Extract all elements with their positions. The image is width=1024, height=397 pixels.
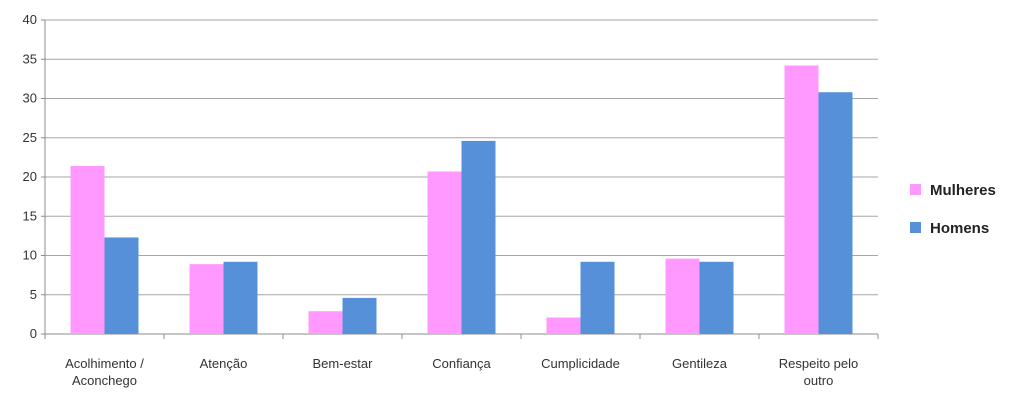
legend-label-homens: Homens: [930, 220, 989, 237]
legend-swatch-homens: [910, 222, 921, 233]
x-tick-label-5: Gentileza: [672, 356, 728, 371]
x-tick-label-line: Aconchego: [72, 373, 137, 388]
bars: [70, 65, 853, 334]
bar-homens-4: [580, 261, 615, 334]
x-tick-label-2: Bem-estar: [313, 356, 374, 371]
bar-homens-2: [342, 297, 377, 334]
y-tick-labels: 0 5 10 15 20 25 30 35 40: [23, 12, 37, 341]
y-tick-label-10: 10: [23, 248, 37, 263]
y-tick-label-15: 15: [23, 208, 37, 223]
y-tick-label-30: 30: [23, 91, 37, 106]
bar-mulheres-0: [70, 166, 105, 334]
y-tick-label-5: 5: [30, 287, 37, 302]
bar-mulheres-4: [546, 317, 581, 334]
y-tick-label-35: 35: [23, 51, 37, 66]
x-tick-label-line: Confiança: [432, 356, 491, 371]
x-tick-label-line: Acolhimento /: [65, 356, 144, 371]
legend-label-mulheres: Mulheres: [930, 182, 996, 199]
x-tick-label-line: Respeito pelo: [779, 356, 859, 371]
y-tick-label-0: 0: [30, 326, 37, 341]
x-tick-label-6: Respeito pelo outro: [779, 356, 859, 388]
bar-mulheres-1: [189, 264, 224, 334]
bar-homens-6: [818, 92, 853, 334]
bar-mulheres-6: [784, 65, 819, 334]
x-tick-label-line: Atenção: [200, 356, 248, 371]
x-tick-label-4: Cumplicidade: [541, 356, 620, 371]
legend-swatch-mulheres: [910, 184, 921, 195]
y-tick-label-25: 25: [23, 130, 37, 145]
y-tick-label-20: 20: [23, 169, 37, 184]
x-tick-label-line: outro: [804, 373, 834, 388]
bar-homens-1: [223, 261, 258, 334]
x-tick-label-3: Confiança: [432, 356, 491, 371]
x-tick-label-line: Bem-estar: [313, 356, 374, 371]
bar-mulheres-5: [665, 258, 700, 334]
bar-homens-5: [699, 261, 734, 334]
x-tick-label-line: Gentileza: [672, 356, 728, 371]
bar-mulheres-3: [427, 171, 462, 334]
legend: Mulheres Homens: [910, 182, 996, 237]
x-tick-labels: Acolhimento / Aconchego Atenção Bem-estar Co…: [65, 356, 858, 388]
bar-mulheres-2: [308, 311, 343, 334]
x-tick-label-line: Cumplicidade: [541, 356, 620, 371]
x-tick-label-0: Acolhimento / Aconchego: [65, 356, 144, 388]
bar-homens-0: [104, 237, 139, 334]
bar-homens-3: [461, 140, 496, 334]
x-tick-label-1: Atenção: [200, 356, 248, 371]
y-tick-label-40: 40: [23, 12, 37, 27]
